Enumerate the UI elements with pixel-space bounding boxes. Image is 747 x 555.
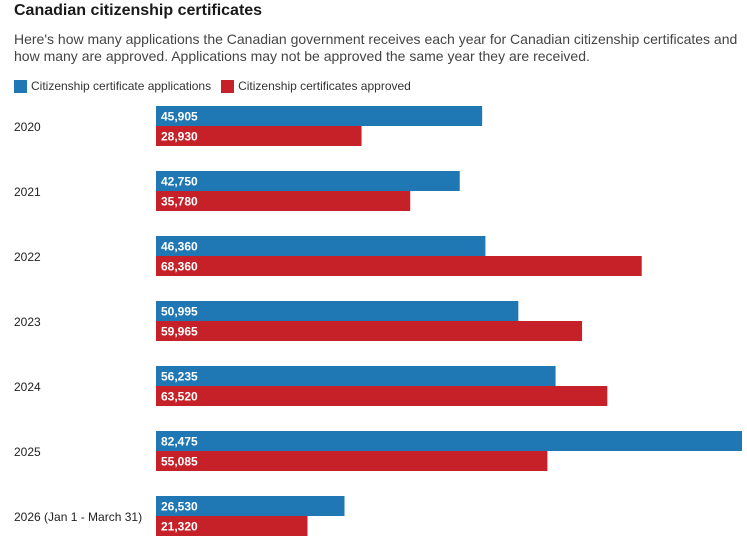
bar-applications xyxy=(156,496,345,516)
bar-approved xyxy=(156,516,308,536)
bar-value-label: 68,360 xyxy=(161,260,198,274)
legend-label-approved: Citizenship certificates approved xyxy=(238,79,411,93)
legend-item-approved: Citizenship certificates approved xyxy=(221,79,411,93)
bar-applications xyxy=(156,431,742,451)
bar-value-label: 56,235 xyxy=(161,370,198,384)
category-label: 2020 xyxy=(14,120,41,134)
bar-value-label: 21,320 xyxy=(161,520,198,534)
category-label: 2025 xyxy=(14,445,41,459)
bar-value-label: 63,520 xyxy=(161,390,198,404)
category-label: 2023 xyxy=(14,315,41,329)
bar-value-label: 50,995 xyxy=(161,305,198,319)
bar-value-label: 55,085 xyxy=(161,455,198,469)
bar-value-label: 45,905 xyxy=(161,110,198,124)
category-label: 2021 xyxy=(14,185,41,199)
bar-approved xyxy=(156,126,362,146)
bar-applications xyxy=(156,366,556,386)
bar-approved xyxy=(156,256,642,276)
chart-subtitle: Here's how many applications the Canadia… xyxy=(14,31,738,64)
bar-value-label: 46,360 xyxy=(161,240,198,254)
bar-value-label: 82,475 xyxy=(161,435,198,449)
bar-approved xyxy=(156,386,608,406)
bar-applications xyxy=(156,106,483,126)
legend: Citizenship certificate applications Cit… xyxy=(14,79,421,93)
category-label: 2022 xyxy=(14,250,41,264)
bar-applications xyxy=(156,236,486,256)
bar-value-label: 26,530 xyxy=(161,500,198,514)
bar-approved xyxy=(156,321,583,341)
legend-swatch-applications xyxy=(14,79,27,93)
bar-value-label: 42,750 xyxy=(161,175,198,189)
category-label: 2026 (Jan 1 - March 31) xyxy=(14,510,142,524)
chart-title: Canadian citizenship certificates xyxy=(14,2,263,19)
bar-value-label: 28,930 xyxy=(161,130,198,144)
bar-applications xyxy=(156,301,519,321)
category-label: 2024 xyxy=(14,380,41,394)
legend-swatch-approved xyxy=(221,79,235,93)
bar-approved xyxy=(156,451,548,471)
legend-item-applications: Citizenship certificate applications xyxy=(14,79,211,93)
bar-value-label: 59,965 xyxy=(161,325,198,339)
bar-value-label: 35,780 xyxy=(161,195,198,209)
bar-applications xyxy=(156,171,460,191)
legend-label-applications: Citizenship certificate applications xyxy=(31,79,212,93)
bar-approved xyxy=(156,191,411,211)
